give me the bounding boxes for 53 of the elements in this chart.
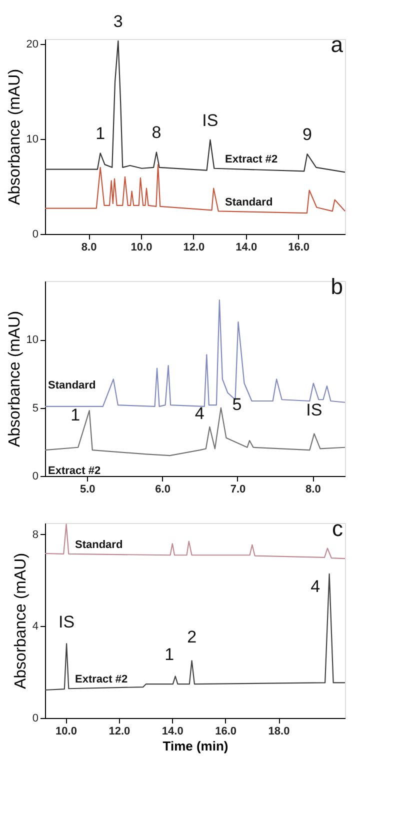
line-series [44,573,346,691]
x-tick-label: 10.0 [56,726,77,738]
line-series [44,164,346,214]
annotation: IS [58,612,75,632]
x-tick-label: 18.0 [268,726,290,738]
x-tick-label: 10.0 [130,242,152,254]
y-tick-label: 0 [32,228,38,240]
annotation: 5 [232,394,242,414]
y-tick-label: 5 [32,402,38,414]
x-tick-label: 16.0 [215,726,237,738]
y-tick-label: 0 [32,470,38,482]
series-label: Standard [48,379,96,392]
series-label: Standard [75,539,123,552]
y-tick-label: 4 [32,620,38,633]
annotation: a [330,32,344,57]
annotation: 1 [96,124,106,144]
y-axis-title: Absorbance (mAU) [12,552,30,690]
y-tick-label: 8 [32,528,38,541]
x-tick-label: 14.0 [162,726,184,738]
y-tick-label: 10 [26,133,38,146]
line-series [44,524,346,560]
annotation: IS [202,110,218,130]
annotation: 4 [310,576,320,596]
series-label: Extract #2 [75,674,128,686]
annotation: 8 [152,123,162,142]
x-tick-label: 8.0 [81,242,97,254]
y-tick-label: 20 [26,38,38,50]
annotation: 4 [194,404,204,423]
x-tick-label: 7.0 [230,484,246,496]
annotation: 9 [302,125,312,144]
annotation: 1 [70,406,80,425]
annotation: c [332,516,343,541]
x-axis-title: Time (min) [162,738,228,754]
x-tick-label: 6.0 [155,484,170,496]
annotation: b [330,274,343,299]
annotation: 1 [164,645,174,664]
y-tick-label: 0 [32,712,38,724]
x-tick-label: 8.0 [306,484,321,496]
series-label: Extract #2 [48,464,101,477]
y-axis-title: Absorbance (mAU) [6,68,24,206]
x-tick-label: 16.0 [288,242,310,254]
annotation: 3 [113,12,123,31]
line-series [44,40,346,173]
x-tick-label: 5.0 [80,484,96,496]
series-label: Standard [225,196,273,208]
x-tick-label: 12.0 [108,726,130,738]
annotation: 2 [187,628,197,647]
x-tick-label: 12.0 [183,242,205,254]
x-tick-label: 14.0 [236,242,258,254]
y-tick-label: 10 [26,334,38,346]
series-label: Extract #2 [225,154,278,166]
annotation: IS [306,400,322,420]
y-axis-title: Absorbance (mAU) [6,310,24,448]
